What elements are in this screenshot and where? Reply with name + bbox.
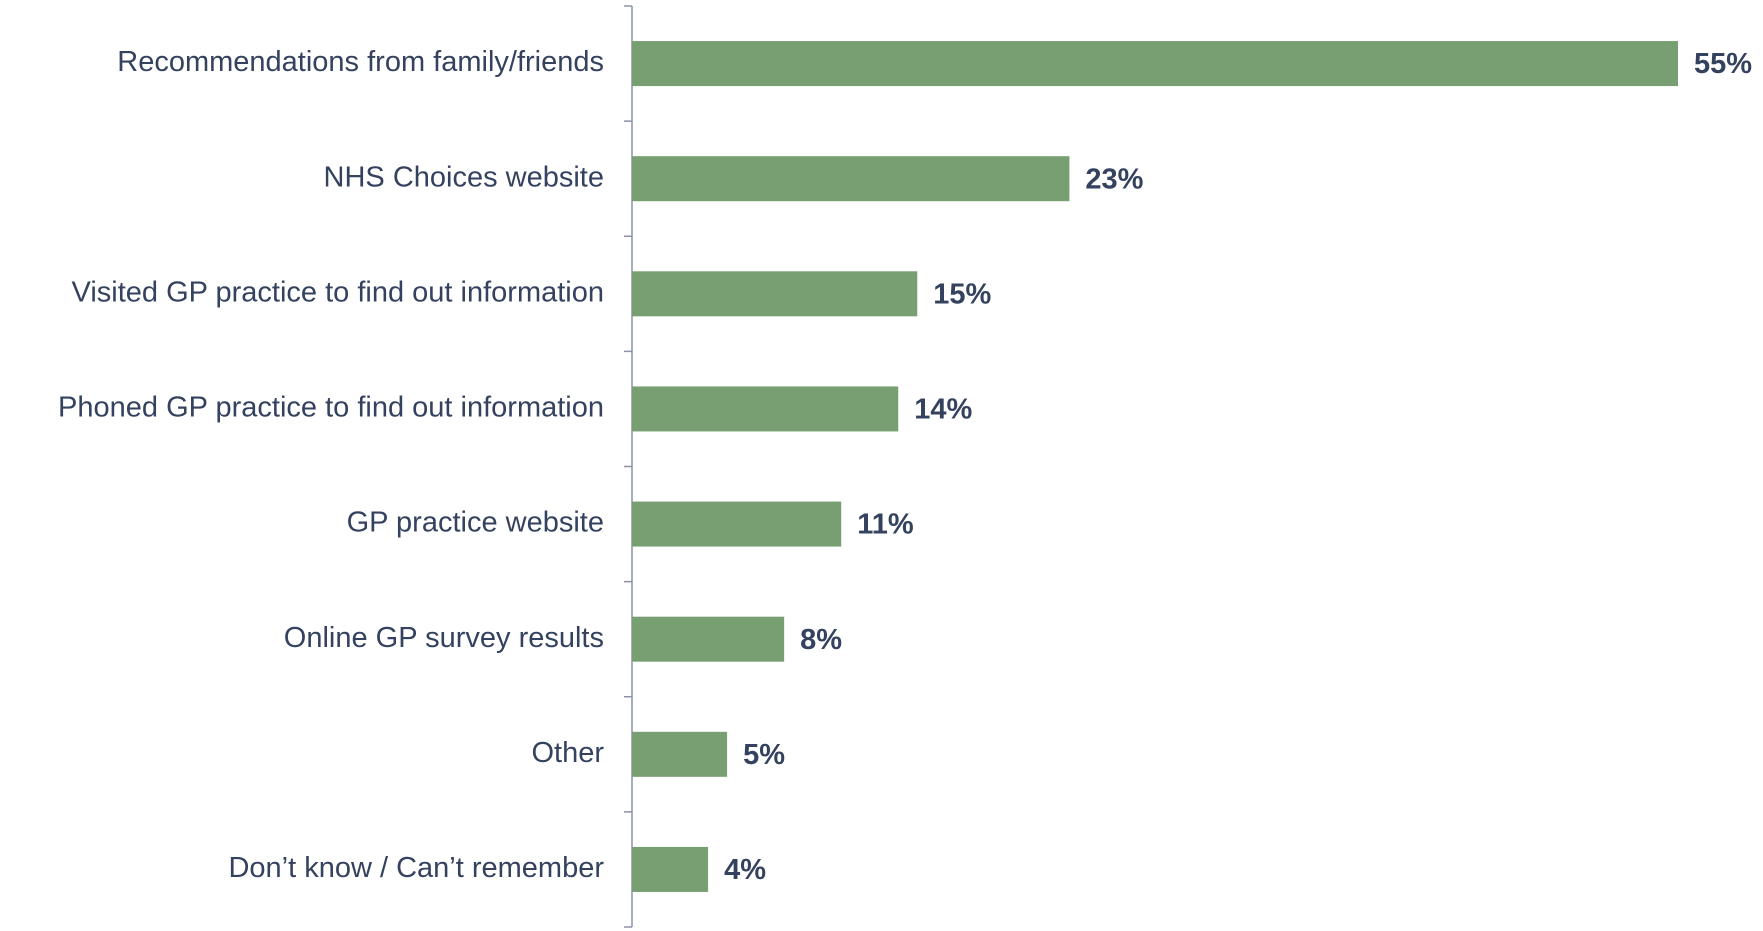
value-label: 8% [800,624,842,656]
bar [632,156,1070,202]
category-label: Visited GP practice to find out informat… [72,276,605,308]
bar [632,271,918,317]
category-label: Phoned GP practice to find out informati… [58,392,604,424]
category-label: Online GP survey results [284,622,604,654]
category-label: Other [531,737,604,769]
bar [632,616,785,662]
value-label: 23% [1085,163,1143,195]
value-label: 15% [933,278,991,310]
bar [632,501,842,547]
value-label: 11% [857,509,914,541]
category-label: Don’t know / Can’t remember [228,852,604,884]
value-label: 5% [743,739,785,771]
value-label: 55% [1694,48,1752,80]
category-label: GP practice website [347,507,604,539]
category-label: NHS Choices website [324,161,604,193]
bar [632,386,899,432]
value-label: 4% [724,854,766,886]
bar [632,846,709,892]
bar [632,731,728,777]
bar [632,41,1678,87]
category-label: Recommendations from family/friends [117,46,604,78]
value-label: 14% [914,394,972,426]
